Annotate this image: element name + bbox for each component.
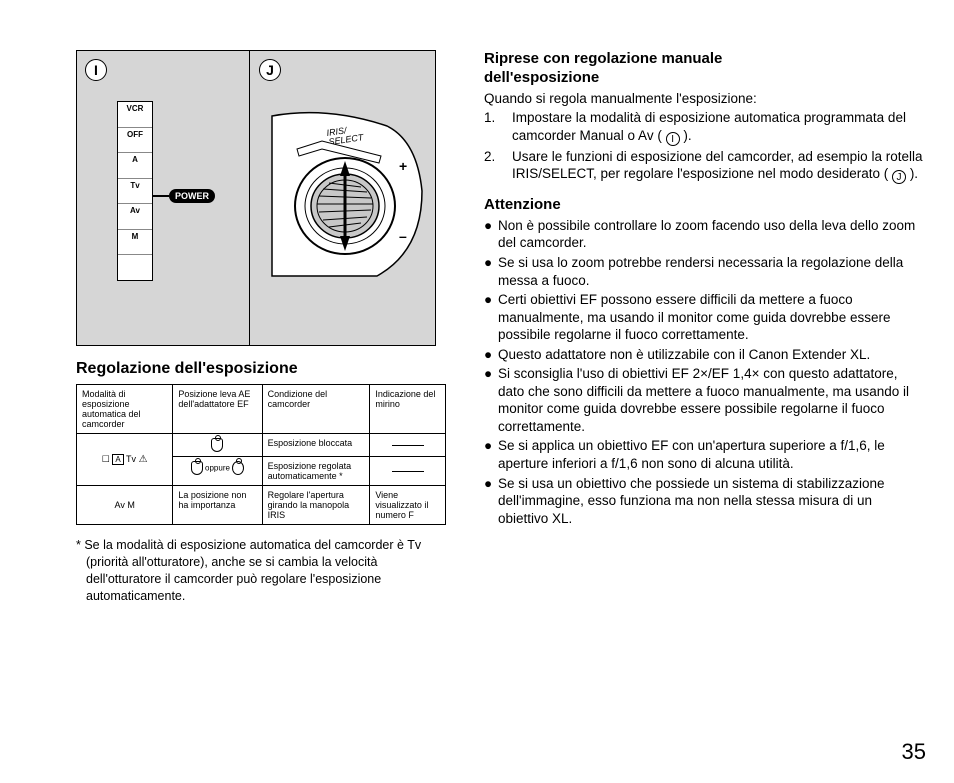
step-1-text: Impostare la modalità di esposizione aut… [512,109,924,146]
exposure-table: Modalità di esposizione automatica del c… [76,384,446,525]
page-number: 35 [902,739,926,765]
dial-off: OFF [118,128,152,154]
bullet-6: ●Se si usa un obiettivo che possiede un … [484,475,924,528]
bullet-3: ●Questo adattatore non è utilizzabile co… [484,346,924,364]
ref-j-icon: J [892,170,906,184]
cell-mode-1: ☐ A Tv ⚠ [77,434,173,486]
dial-m: M [118,230,152,256]
iris-knob-illustration: + – IRIS/ SELECT [267,101,427,281]
attention-heading: Attenzione [484,196,924,215]
step-1: 1. Impostare la modalità di esposizione … [484,109,924,146]
cell-lever-up [173,434,262,457]
step-1-num: 1. [484,109,512,146]
exposure-section-title: Regolazione dell'esposizione [76,360,454,378]
diagram-box: I J VCR OFF A Tv Av M POWER [76,50,436,346]
cell-mode-2: Av M [77,486,173,525]
steps-list: 1. Impostare la modalità di esposizione … [484,109,924,184]
power-badge: POWER [169,189,215,203]
cell-vf-2 [370,457,446,486]
diagram-label-i: I [85,59,107,81]
bullet-2: ●Certi obiettivi EF possono essere diffi… [484,291,924,344]
th-viewfinder: Indicazione del mirino [370,385,446,434]
step-2-text: Usare le funzioni di esposizione del cam… [512,148,924,185]
intro-text: Quando si regola manualmente l'esposizio… [484,90,924,108]
diagram-label-j: J [259,59,281,81]
cell-vf-3: Viene visualizzato il numero F [370,486,446,525]
cell-cond-3: Regolare l'apertura girando la manopola … [262,486,370,525]
bullet-1: ●Se si usa lo zoom potrebbe rendersi nec… [484,254,924,289]
dial-a: A [118,153,152,179]
dial-av: Av [118,204,152,230]
dial-blank [118,255,152,280]
svg-text:+: + [399,158,407,174]
step-2: 2. Usare le funzioni di esposizione del … [484,148,924,185]
diagram-divider [249,51,250,345]
cell-lever-down: oppure [173,457,262,486]
th-condition: Condizione del camcorder [262,385,370,434]
dial-vcr: VCR [118,102,152,128]
bullet-4: ●Si sconsiglia l'uso di obiettivi EF 2×/… [484,365,924,435]
th-lever: Posizione leva AE dell'adattatore EF [173,385,262,434]
h1-line1: Riprese con regolazione manuale [484,50,722,67]
step-2-num: 2. [484,148,512,185]
dial-tv: Tv [118,179,152,205]
manual-exposure-heading: Riprese con regolazione manuale dell'esp… [484,50,924,88]
attention-list: ●Non è possibile controllare lo zoom fac… [484,217,924,527]
th-mode: Modalità di esposizione automatica del c… [77,385,173,434]
cell-vf-1 [370,434,446,457]
power-line [153,195,169,197]
ref-i-icon: I [666,132,680,146]
table-footnote: * Se la modalità di esposizione automati… [86,537,446,605]
cell-lever-any: La posizione non ha importanza [173,486,262,525]
cell-cond-1: Esposizione bloccata [262,434,370,457]
bullet-5: ●Se si applica un obiettivo EF con un'ap… [484,437,924,472]
bullet-0: ●Non è possibile controllare lo zoom fac… [484,217,924,252]
h1-line2: dell'esposizione [484,69,599,86]
cell-cond-2: Esposizione regolata automaticamente * [262,457,370,486]
svg-text:–: – [399,228,407,244]
mode-dial: VCR OFF A Tv Av M [117,101,153,281]
